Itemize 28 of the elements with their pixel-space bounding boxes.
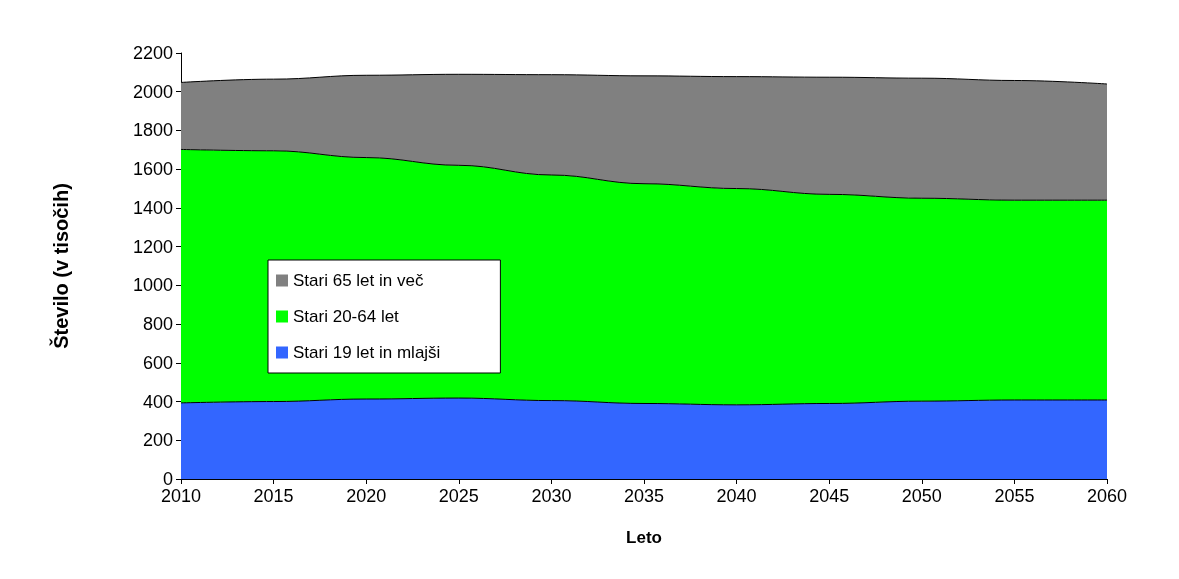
y-tick-label: 1400 — [132, 197, 173, 218]
legend-label: Stari 19 let in mlajši — [293, 343, 441, 362]
y-tick-label: 1600 — [132, 159, 173, 180]
x-tick-label: 2050 — [901, 486, 942, 506]
x-tick-label: 2035 — [623, 486, 665, 506]
y-tick-label: 600 — [142, 352, 173, 373]
y-tick-label: 0 — [162, 469, 173, 489]
y-tick-label: 2000 — [132, 81, 173, 102]
legend-label: Stari 65 let in več — [293, 271, 424, 290]
y-tick-label: 1000 — [132, 275, 173, 296]
x-tick-label: 2055 — [994, 486, 1035, 506]
y-tick-label: 200 — [142, 430, 173, 451]
x-tick-label: 2030 — [531, 486, 572, 506]
x-axis-title: Leto — [626, 528, 662, 547]
y-tick-label: 400 — [142, 391, 173, 412]
x-tick-label: 2060 — [1086, 486, 1128, 506]
y-tick-label: 2200 — [132, 43, 173, 63]
x-tick-label: 2040 — [716, 486, 757, 506]
legend-label: Stari 20-64 let — [293, 307, 400, 326]
x-tick-label: 2045 — [809, 486, 850, 506]
y-tick-label: 1200 — [132, 236, 173, 257]
x-tick-label: 2015 — [253, 486, 294, 506]
x-tick-label: 2010 — [160, 486, 202, 506]
x-tick-label: 2020 — [346, 486, 387, 506]
y-axis-title: Število (v tisočih) — [49, 183, 72, 349]
x-tick-label: 2025 — [438, 486, 479, 506]
y-tick-label: 800 — [142, 314, 173, 335]
y-tick-label: 1800 — [132, 120, 173, 141]
